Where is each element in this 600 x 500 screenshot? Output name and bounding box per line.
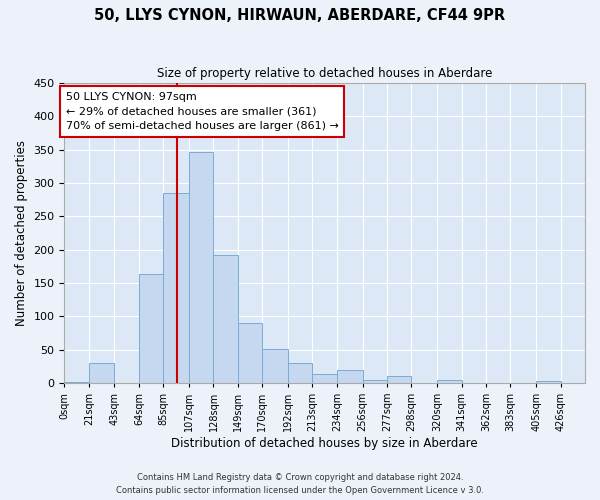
Bar: [163, 193, 189, 383]
Bar: [238, 323, 262, 383]
Text: Contains HM Land Registry data © Crown copyright and database right 2024.
Contai: Contains HM Land Registry data © Crown c…: [116, 474, 484, 495]
Bar: [89, 363, 115, 383]
Bar: [337, 370, 362, 383]
Bar: [214, 255, 238, 383]
Bar: [313, 374, 337, 383]
Bar: [362, 380, 387, 383]
Text: 50, LLYS CYNON, HIRWAUN, ABERDARE, CF44 9PR: 50, LLYS CYNON, HIRWAUN, ABERDARE, CF44 …: [94, 8, 506, 22]
Title: Size of property relative to detached houses in Aberdare: Size of property relative to detached ho…: [157, 68, 493, 80]
Bar: [536, 381, 560, 383]
Bar: [64, 382, 89, 383]
Bar: [437, 380, 461, 383]
Bar: [189, 152, 214, 383]
Bar: [139, 274, 163, 383]
Bar: [262, 349, 288, 383]
Bar: [288, 363, 313, 383]
X-axis label: Distribution of detached houses by size in Aberdare: Distribution of detached houses by size …: [172, 437, 478, 450]
Bar: [387, 376, 412, 383]
Y-axis label: Number of detached properties: Number of detached properties: [15, 140, 28, 326]
Text: 50 LLYS CYNON: 97sqm
← 29% of detached houses are smaller (361)
70% of semi-deta: 50 LLYS CYNON: 97sqm ← 29% of detached h…: [65, 92, 338, 132]
